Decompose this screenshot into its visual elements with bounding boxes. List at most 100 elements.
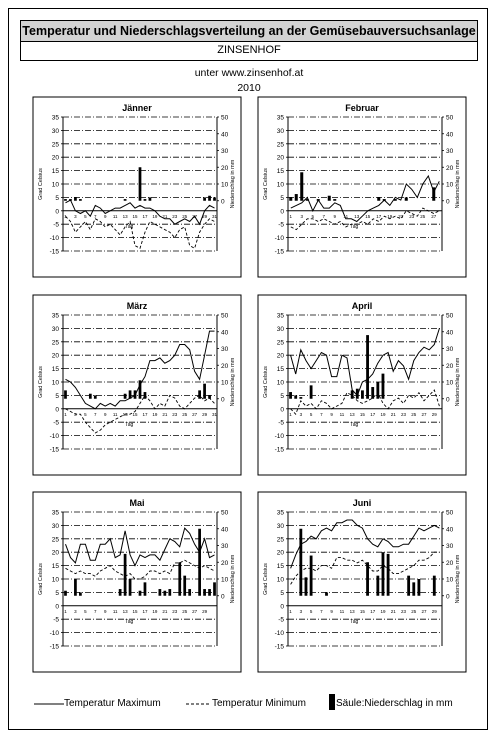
x-tick-label: 15 [133,609,139,614]
x-tick-label: 15 [365,214,371,219]
precip-bar [143,582,147,596]
x-tick-label: 13 [350,609,356,614]
y-tick-label: -5 [53,222,59,229]
x-axis-title: Tag [350,224,358,230]
precip-bar [168,589,172,596]
y-tick-label: 15 [277,366,285,373]
x-tick-label: 13 [354,214,360,219]
precip-bar [299,397,303,399]
y2-tick-label: 20 [221,165,229,172]
x-tick-label: 23 [401,609,407,614]
x-tick-label: 21 [162,412,168,417]
precip-bar [381,552,385,596]
y-tick-label: 5 [280,195,284,202]
x-tick-label: 11 [340,609,345,614]
y-tick-label: 0 [55,406,59,413]
chart-panel: Jänner35302520151050-5-10-1550403020100G… [32,96,242,278]
y-tick-label: 20 [52,353,60,360]
chart-panel: April35302520151050-5-10-1550403020100Gr… [257,294,467,476]
y2-axis-title: Niederschlag in mm [230,357,236,406]
legend-precip-label: Säule:Niederschlag in mm [336,698,453,709]
precip-bar [148,197,152,201]
x-tick-label: 31 [212,214,218,219]
x-tick-label: 23 [172,412,178,417]
x-tick-label: 1 [289,412,292,417]
precip-bar [128,390,132,399]
y2-tick-label: 40 [446,526,454,533]
y-tick-label: 35 [52,115,60,122]
x-tick-label: 3 [74,609,77,614]
precip-bar [361,390,364,399]
precip-bar [213,197,216,201]
y-tick-label: 30 [52,523,60,530]
y-tick-label: 15 [277,563,285,570]
precip-bar [203,197,206,201]
y-tick-label: -10 [50,433,60,440]
y-tick-label: 25 [277,141,285,148]
y-tick-label: 5 [55,393,59,400]
y2-tick-label: 40 [221,526,229,533]
x-tick-label: 11 [113,412,118,417]
y-tick-label: 35 [52,510,60,517]
x-tick-label: 9 [330,609,333,614]
x-tick-label: 21 [162,214,168,219]
y-axis-title: Grad Celsius [38,563,44,595]
y-tick-label: 10 [52,380,60,387]
x-tick-label: 15 [133,412,139,417]
y-tick-label: 15 [52,366,60,373]
x-tick-label: 13 [123,214,129,219]
y-tick-label: -10 [50,630,60,637]
precip-bar [289,197,293,201]
y2-tick-label: 50 [446,115,454,122]
x-tick-label: 11 [340,412,345,417]
y-tick-label: -15 [275,644,285,651]
x-tick-label: 15 [360,609,366,614]
x-tick-label: 3 [300,609,303,614]
legend: Temperatur Maximum Temperatur Minimum Sä… [0,690,498,714]
legend-min-label: Temperatur Minimum [212,698,306,709]
y-tick-label: 30 [277,128,285,135]
precip-bar [366,335,369,399]
y-tick-label: -10 [275,433,285,440]
y-tick-label: 0 [280,603,284,610]
x-tick-label: 11 [113,214,118,219]
x-tick-label: 27 [431,214,437,219]
x-tick-label: 29 [202,609,208,614]
x-tick-label: 21 [391,609,397,614]
precip-bar [412,582,416,596]
y2-tick-label: 40 [221,329,229,336]
precip-bar [198,528,201,596]
x-tick-label: 7 [94,609,97,614]
y-tick-label: 35 [52,313,60,320]
precip-bar [118,589,122,596]
chart-border [257,294,467,476]
year-label: 2010 [237,82,261,94]
x-tick-label: 25 [182,214,188,219]
y-tick-label: 10 [277,380,285,387]
x-tick-label: 3 [300,214,303,219]
y-axis-title: Grad Celsius [38,366,44,398]
y2-tick-label: 40 [446,329,454,336]
x-tick-label: 27 [192,412,198,417]
y-axis-title: Grad Celsius [263,366,269,398]
y-tick-label: -5 [278,420,284,427]
precip-bar [294,194,298,201]
precip-bar [371,387,375,399]
precip-bar [88,393,92,399]
chart-border [32,491,242,673]
x-tick-label: 25 [411,412,417,417]
precip-bar [138,590,142,596]
legend-max-label: Temperatur Maximum [64,698,161,709]
temp-max-line [65,199,215,226]
precip-bar [178,562,182,596]
precip-bar [203,589,206,596]
page-title: Temperatur und Niederschlagsverteilung a… [20,20,478,42]
temp-max-line [290,519,440,569]
precip-bar [64,199,67,201]
precip-bar [305,199,309,201]
y2-axis-title: Niederschlag in mm [455,159,461,208]
x-tick-label: 21 [391,412,397,417]
precip-bar [294,395,298,399]
x-tick-label: 7 [94,412,97,417]
temp-max-line [290,328,440,397]
